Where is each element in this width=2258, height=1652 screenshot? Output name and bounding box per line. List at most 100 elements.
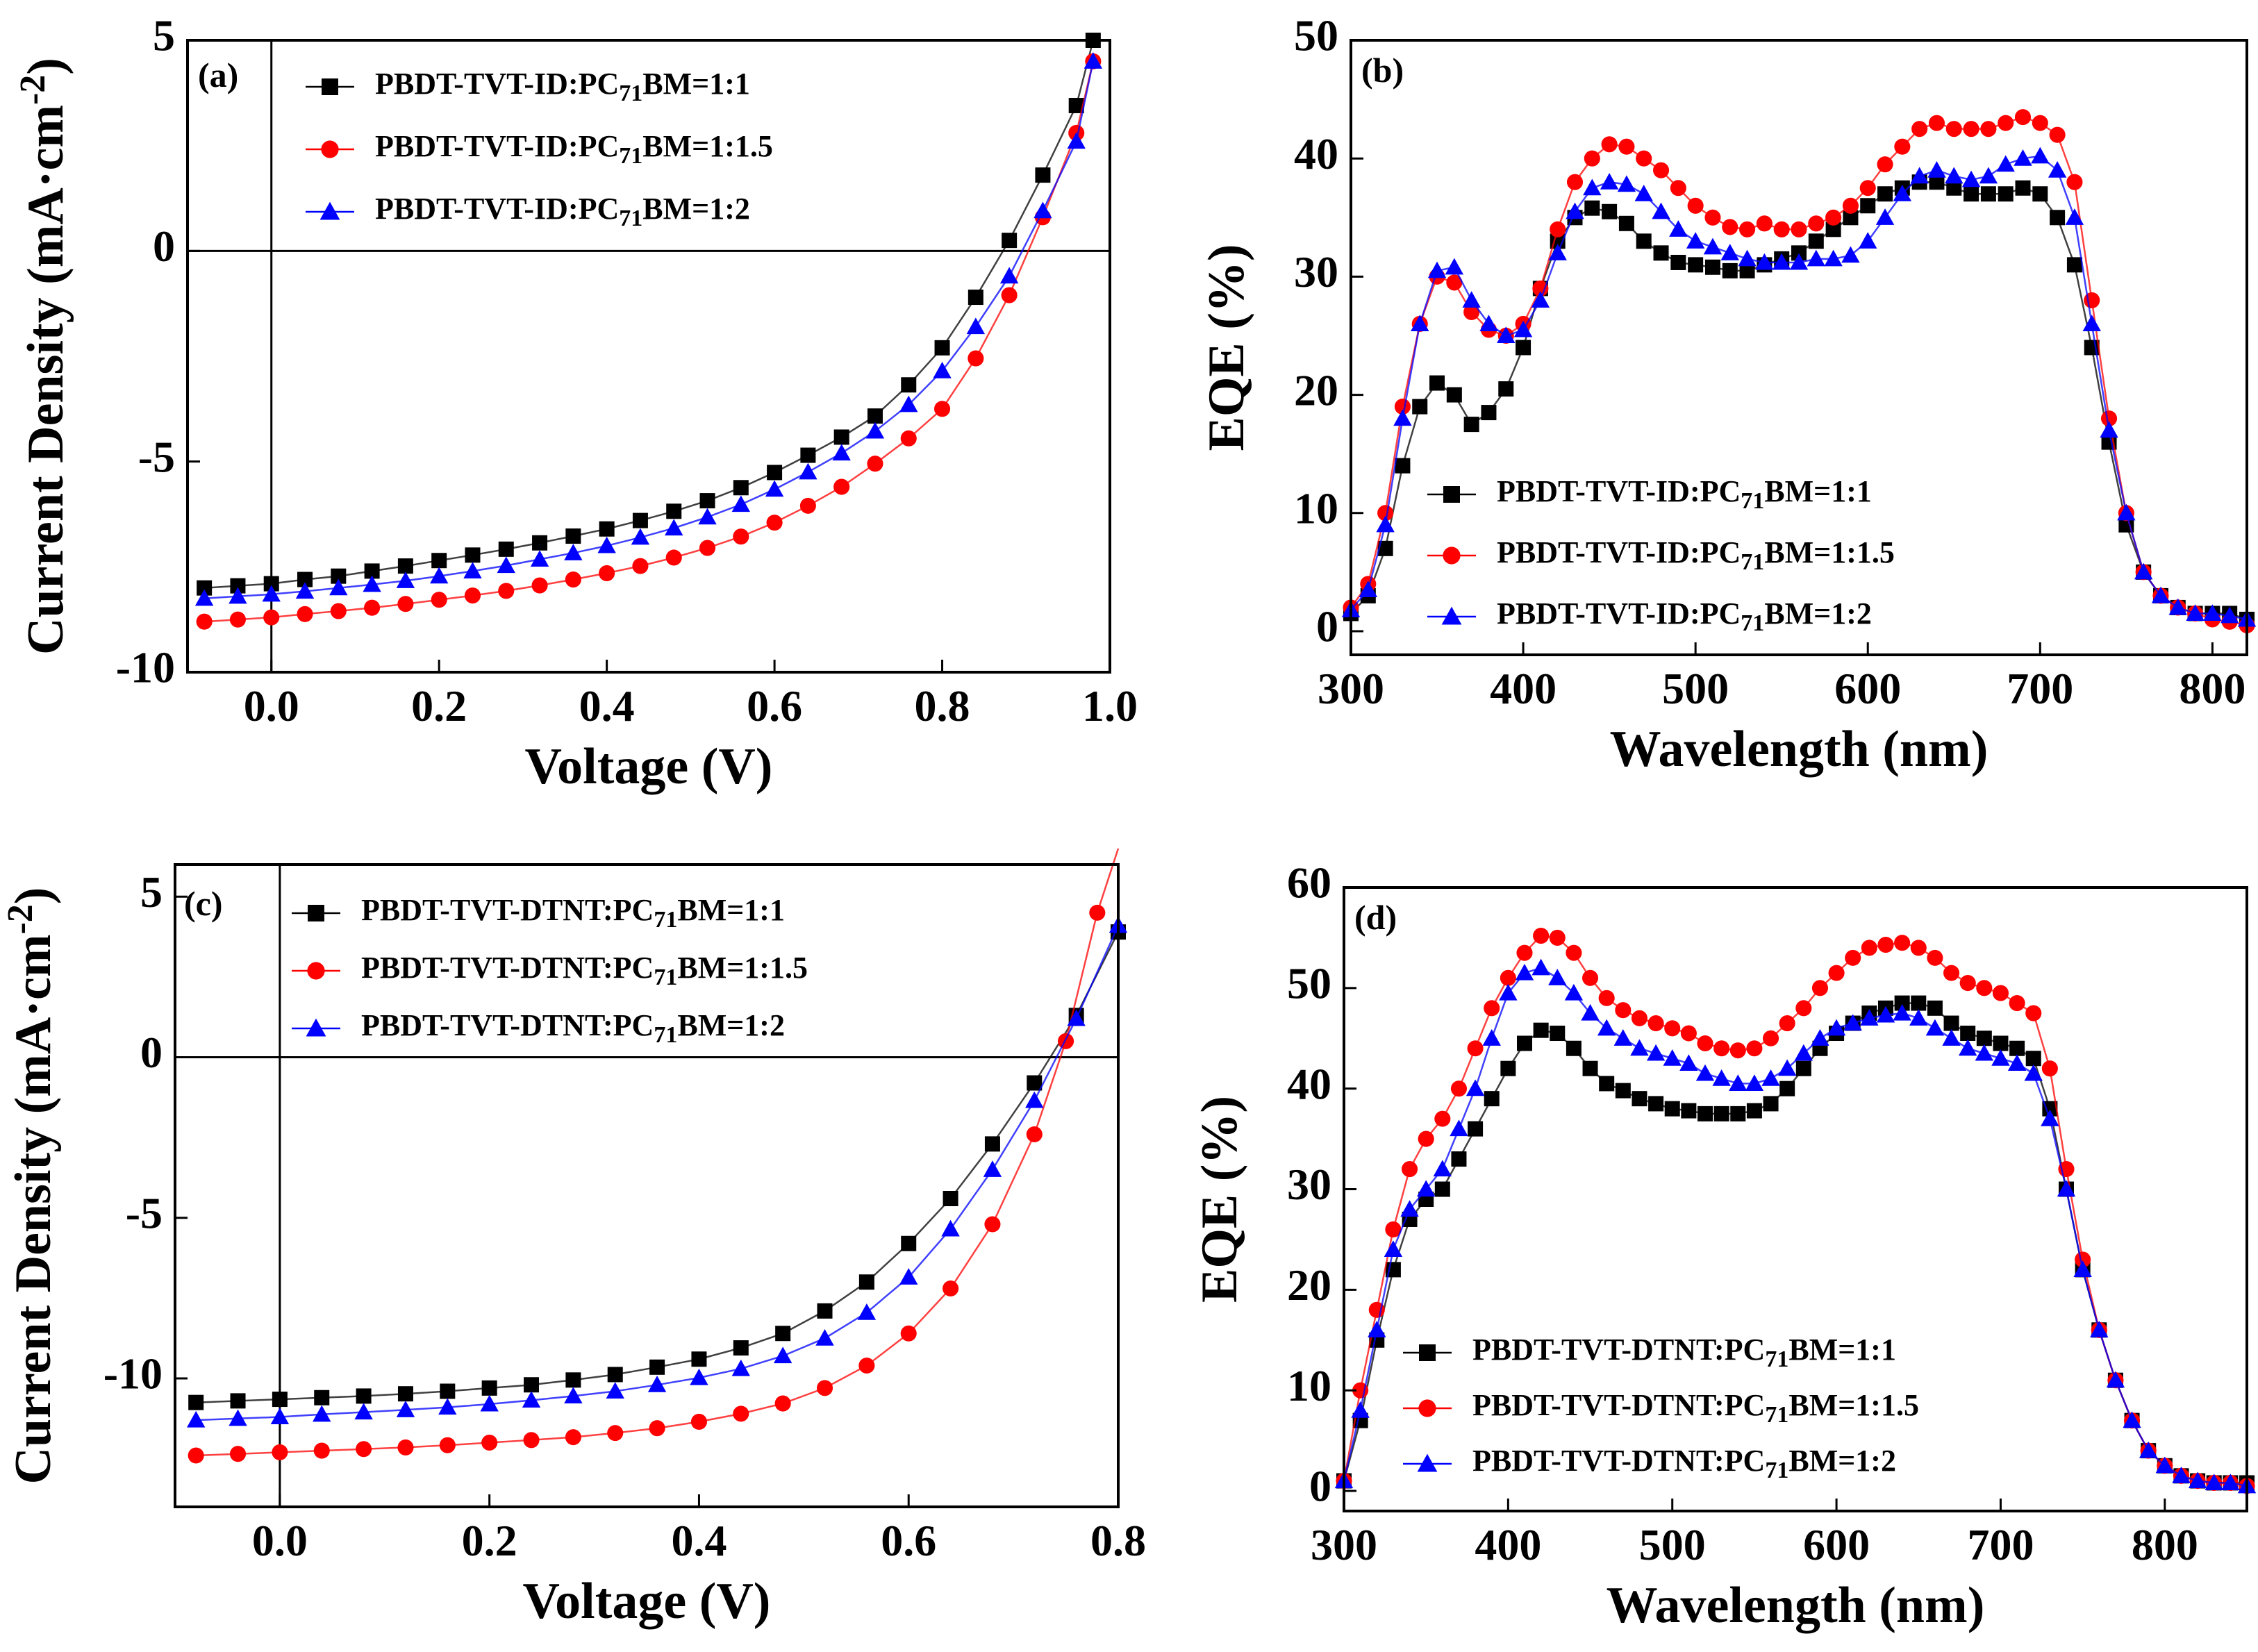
data-point	[649, 1420, 665, 1437]
legend-entry-label: PBDT-TVT-ID:PC71BM=1:1.5	[375, 129, 773, 169]
data-point	[765, 480, 784, 497]
data-point	[1664, 1020, 1681, 1037]
data-point	[1601, 136, 1618, 153]
data-point	[690, 1368, 708, 1385]
data-point	[229, 1409, 247, 1426]
data-point	[900, 1325, 917, 1342]
legend-entry-label-sub: 71	[1765, 1402, 1788, 1428]
data-point	[1646, 1044, 1666, 1061]
legend-entry-1: PBDT-TVT-DTNT:PC71BM=1:1	[292, 893, 785, 933]
y-axis-title-main: EQE (%)	[1191, 1096, 1248, 1303]
legend-entry-label-main: PBDT-TVT-ID:PC	[375, 67, 619, 101]
data-point	[817, 1303, 833, 1319]
x-tick-label: 700	[2007, 664, 2073, 713]
series-2	[196, 53, 1102, 630]
legend-marker	[322, 78, 338, 95]
data-point	[531, 577, 548, 594]
data-point	[1445, 258, 1464, 275]
x-tick-label: 700	[1967, 1520, 2034, 1569]
data-point	[188, 1394, 204, 1410]
data-point	[1001, 287, 1018, 303]
data-point	[1843, 210, 1859, 226]
data-point	[329, 578, 348, 596]
data-point	[1697, 1035, 1713, 1052]
data-point	[1910, 940, 1927, 956]
data-point	[1713, 1105, 1729, 1121]
data-point	[1681, 1103, 1697, 1119]
data-point	[1058, 1033, 1074, 1049]
data-point	[1636, 233, 1652, 249]
data-point	[440, 1383, 456, 1399]
data-point	[1618, 138, 1635, 155]
data-point	[188, 1447, 204, 1464]
legend-marker	[321, 140, 339, 158]
data-point	[867, 456, 883, 472]
data-point	[1807, 249, 1826, 267]
panel-tag: (c)	[184, 884, 223, 923]
data-point	[2014, 109, 2032, 126]
data-point	[263, 576, 279, 592]
y-axis-title-main: Current Density (mA·cm	[5, 935, 62, 1485]
data-point	[396, 1401, 415, 1417]
data-point	[1600, 173, 1619, 190]
data-point	[1377, 505, 1394, 522]
legend-entry-label-main: PBDT-TVT-DTNT:PC	[361, 893, 654, 927]
data-point	[1429, 375, 1445, 391]
data-point	[698, 508, 717, 525]
x-tick-label: 500	[1662, 664, 1729, 713]
x-tick-label: 600	[1803, 1520, 1870, 1569]
data-point	[1418, 1130, 1434, 1147]
data-point	[1027, 1075, 1043, 1091]
data-point	[2066, 174, 2083, 190]
legend-entry-label-tail: BM=1:1.5	[1788, 1388, 1919, 1422]
data-point	[2025, 1051, 2041, 1067]
legend-entry-label-sub: 71	[619, 206, 642, 231]
data-point	[1695, 1064, 1715, 1081]
data-point	[2205, 1474, 2223, 1491]
x-axis-title: Voltage (V)	[523, 1573, 771, 1630]
legend-marker	[1418, 1399, 1436, 1417]
data-point	[1996, 155, 2015, 172]
data-point	[1433, 1160, 1452, 1177]
legend-entry-label-tail: BM=1:1	[677, 893, 785, 927]
data-point	[2221, 1474, 2240, 1491]
series-line	[204, 61, 1095, 600]
data-point	[1500, 969, 1516, 986]
legend-entry-label: PBDT-TVT-DTNT:PC71BM=1:2	[361, 1008, 785, 1048]
data-point	[1631, 1010, 1648, 1026]
series-3	[186, 916, 1128, 1428]
data-point	[2024, 1064, 2043, 1081]
data-point	[1991, 1049, 2010, 1066]
data-point	[606, 1382, 624, 1399]
data-point	[2007, 1054, 2027, 1071]
data-point	[498, 583, 515, 599]
legend-entry-label: PBDT-TVT-DTNT:PC71BM=1:1	[361, 893, 785, 933]
data-point	[270, 1408, 290, 1425]
data-point	[1697, 1105, 1713, 1121]
legend-marker	[1443, 547, 1461, 565]
x-tick-label: 1.0	[1082, 681, 1138, 731]
data-point	[1599, 1076, 1615, 1092]
data-point	[1532, 280, 1549, 297]
data-point	[1825, 209, 1842, 226]
data-point	[1549, 929, 1566, 946]
data-point	[1584, 150, 1600, 167]
data-point	[1795, 1060, 1811, 1076]
data-point	[2100, 421, 2118, 438]
x-tick-label: 500	[1639, 1520, 1706, 1569]
data-point	[297, 606, 313, 622]
y-axis-title-close: )	[17, 58, 74, 75]
data-point	[2065, 208, 2084, 225]
data-point	[532, 535, 548, 551]
data-point	[800, 447, 816, 463]
data-point	[356, 1441, 372, 1458]
data-point	[481, 1434, 498, 1451]
data-point	[1975, 1044, 1994, 1061]
data-point	[1720, 244, 1739, 260]
legend-entry-label: PBDT-TVT-ID:PC71BM=1:1	[1497, 474, 1872, 514]
data-point	[1860, 198, 1876, 214]
data-point	[1893, 185, 1912, 201]
data-point	[1025, 1091, 1044, 1108]
data-point	[1516, 944, 1533, 961]
x-tick-label: 600	[1834, 664, 1901, 713]
